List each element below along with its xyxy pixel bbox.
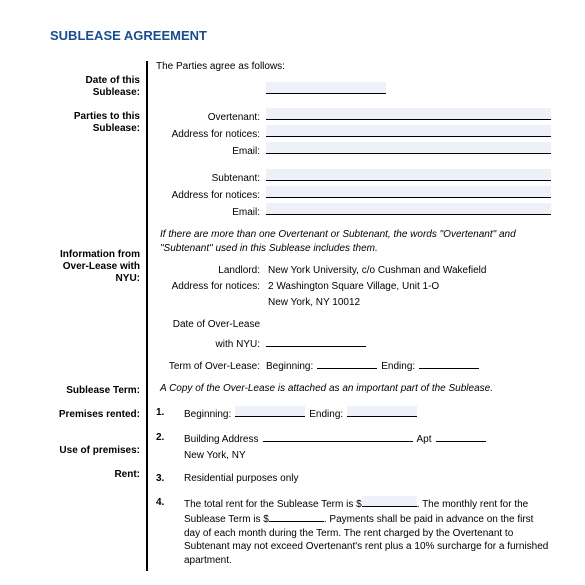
subtenant-email-row: Email: [156,203,551,218]
building-addr-label: Building Address [184,433,259,447]
vertical-divider [146,61,148,571]
landlord-value: New York University, c/o Cushman and Wak… [266,265,486,276]
label-info-3: NYU: [50,273,140,285]
content-column: The Parties agree as follows: Overtenant… [156,61,551,571]
overtenant-email-blank[interactable] [266,142,551,154]
overlease-date-label1: Date of Over-Lease [156,319,266,330]
beginning-label: Beginning: [266,361,313,372]
subtenant-row: Subtenant: [156,169,551,184]
document-title: SUBLEASE AGREEMENT [50,28,551,43]
apt-blank[interactable] [436,431,486,442]
form-area: Date of this Sublease: Parties to this S… [50,61,551,571]
copy-attached-note: A Copy of the Over-Lease is attached as … [160,382,551,396]
landlord-label: Landlord: [156,265,266,276]
label-column: Date of this Sublease: Parties to this S… [50,61,146,571]
subtenant-blank[interactable] [266,169,551,181]
overlease-date-row2: with NYU: [156,335,551,350]
item-4: 4. The total rent for the Sublease Term … [156,496,551,568]
subtenant-email-blank[interactable] [266,203,551,215]
overtenant-email-label: Email: [156,146,266,157]
label-info-2: Over-Lease with [50,261,140,273]
overlease-end-blank[interactable] [419,358,479,369]
item-1: 1. Beginning: Ending: [156,406,551,422]
premises-city: New York, NY [184,449,551,463]
label-parties-2: Sublease: [50,123,140,135]
rent-monthly-blank[interactable] [269,511,324,522]
sublease-end-blank[interactable] [347,406,417,417]
overtenant-addr-row: Address for notices: [156,125,551,140]
num-2: 2. [156,431,174,462]
subtenant-email-label: Email: [156,207,266,218]
overtenant-addr-blank[interactable] [266,125,551,137]
num-1: 1. [156,406,174,422]
subtenant-addr-row: Address for notices: [156,186,551,201]
landlord-addr2-row: New York, NY 10012 [156,297,551,311]
use-purpose: Residential purposes only [184,472,551,486]
rent-body: The total rent for the Sublease Term is … [184,496,551,568]
apt-label: Apt [417,433,432,447]
overtenant-addr-label: Address for notices: [156,129,266,140]
rent-total-blank[interactable] [362,496,417,507]
date-sublease-blank[interactable] [266,82,386,94]
label-date-sublease: Date of this Sublease: [50,75,140,99]
multi-party-note: If there are more than one Overtenant or… [160,228,551,255]
overtenant-label: Overtenant: [156,112,266,123]
landlord-addr2: New York, NY 10012 [266,297,360,308]
sublease-begin-blank[interactable] [235,406,305,417]
rent-text-1: The total rent for the Sublease Term is … [184,499,362,510]
intro-text: The Parties agree as follows: [156,61,551,72]
ending-label: Ending: [381,361,415,372]
date-sublease-row [156,82,551,96]
label-parties: Parties to this Sublease: [50,111,140,135]
label-info-from: Information from Over-Lease with NYU: [50,249,140,285]
item-2: 2. Building Address Apt New York, NY [156,431,551,462]
label-info-1: Information from [50,249,140,261]
overtenant-email-row: Email: [156,142,551,157]
overlease-date-blank[interactable] [266,335,366,347]
sublease-begin-label: Beginning: [184,408,231,422]
overlease-term-label: Term of Over-Lease: [156,361,266,372]
overtenant-blank[interactable] [266,108,551,120]
landlord-addr-row: Address for notices: 2 Washington Square… [156,281,551,295]
label-rent: Rent: [50,469,140,481]
subtenant-label: Subtenant: [156,173,266,184]
landlord-addr1: 2 Washington Square Village, Unit 1-O [266,281,439,292]
overlease-begin-blank[interactable] [317,358,377,369]
landlord-addr-label: Address for notices: [156,281,266,292]
label-use: Use of premises: [50,445,140,457]
sublease-end-label: Ending: [309,408,343,422]
num-4: 4. [156,496,174,568]
label-date-1: Date of this [50,75,140,87]
overlease-term-row: Term of Over-Lease: Beginning: Ending: [156,358,551,372]
label-premises: Premises rented: [50,409,140,421]
subtenant-addr-blank[interactable] [266,186,551,198]
overlease-date-label2: with NYU: [156,339,266,350]
num-3: 3. [156,472,174,486]
item-3: 3. Residential purposes only [156,472,551,486]
building-addr-blank[interactable] [263,431,413,442]
label-date-2: Sublease: [50,87,140,99]
landlord-row: Landlord: New York University, c/o Cushm… [156,265,551,279]
overtenant-row: Overtenant: [156,108,551,123]
label-sublease-term: Sublease Term: [50,385,140,397]
subtenant-addr-label: Address for notices: [156,190,266,201]
overlease-date-row1: Date of Over-Lease [156,319,551,333]
label-parties-1: Parties to this [50,111,140,123]
